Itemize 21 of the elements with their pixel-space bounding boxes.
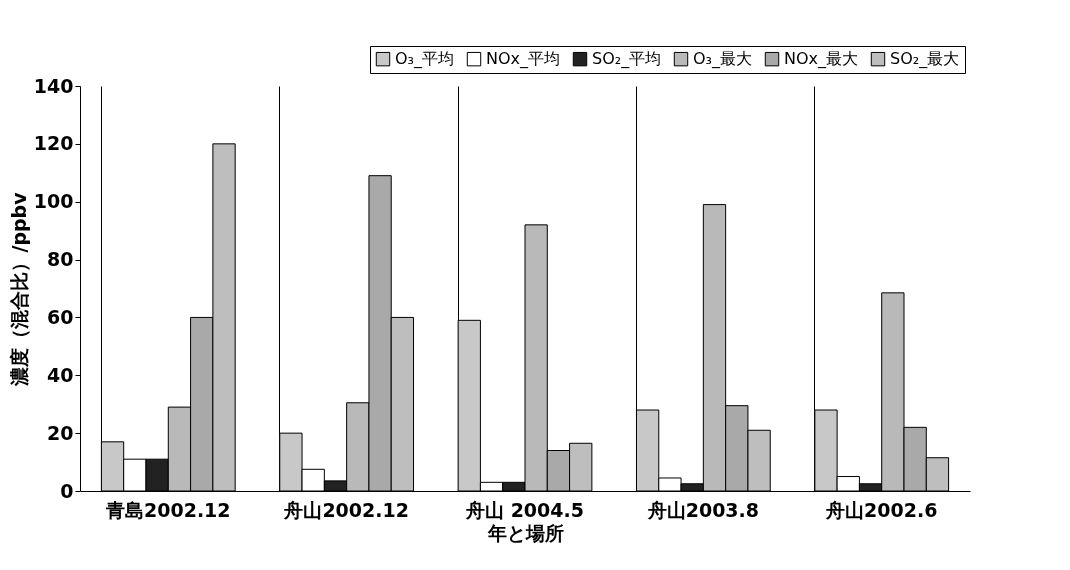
legend-label: O₃_平均 — [395, 49, 455, 70]
x-tick-label: 舟山2002.12 — [283, 498, 409, 521]
x-axis-title: 年と場所 — [486, 521, 564, 544]
legend-label: O₃_最大 — [693, 49, 753, 70]
y-tick-label: 80 — [47, 248, 74, 271]
y-tick-label: 40 — [47, 363, 74, 386]
y-tick-label: 100 — [33, 190, 74, 213]
x-tick-label: 舟山 2004.5 — [465, 498, 584, 521]
x-tick-label: 舟山2003.8 — [646, 498, 760, 521]
y-axis-title: 濃度（混合比）/ppbv — [7, 191, 30, 387]
legend-label: SO₂_最大 — [890, 49, 960, 70]
x-tick-label: 青島2002.12 — [105, 498, 231, 521]
y-tick-label: 140 — [33, 74, 74, 97]
legend-label: NOx_最大 — [784, 49, 859, 70]
legend-label: NOx_平均 — [486, 49, 561, 70]
y-tick-label: 20 — [47, 421, 74, 444]
y-tick-label: 120 — [33, 132, 74, 155]
y-tick-label: 0 — [60, 479, 74, 502]
x-tick-label: 舟山2002.6 — [825, 498, 938, 521]
y-tick-label: 60 — [47, 305, 74, 328]
legend-label: SO₂_平均 — [592, 49, 662, 70]
